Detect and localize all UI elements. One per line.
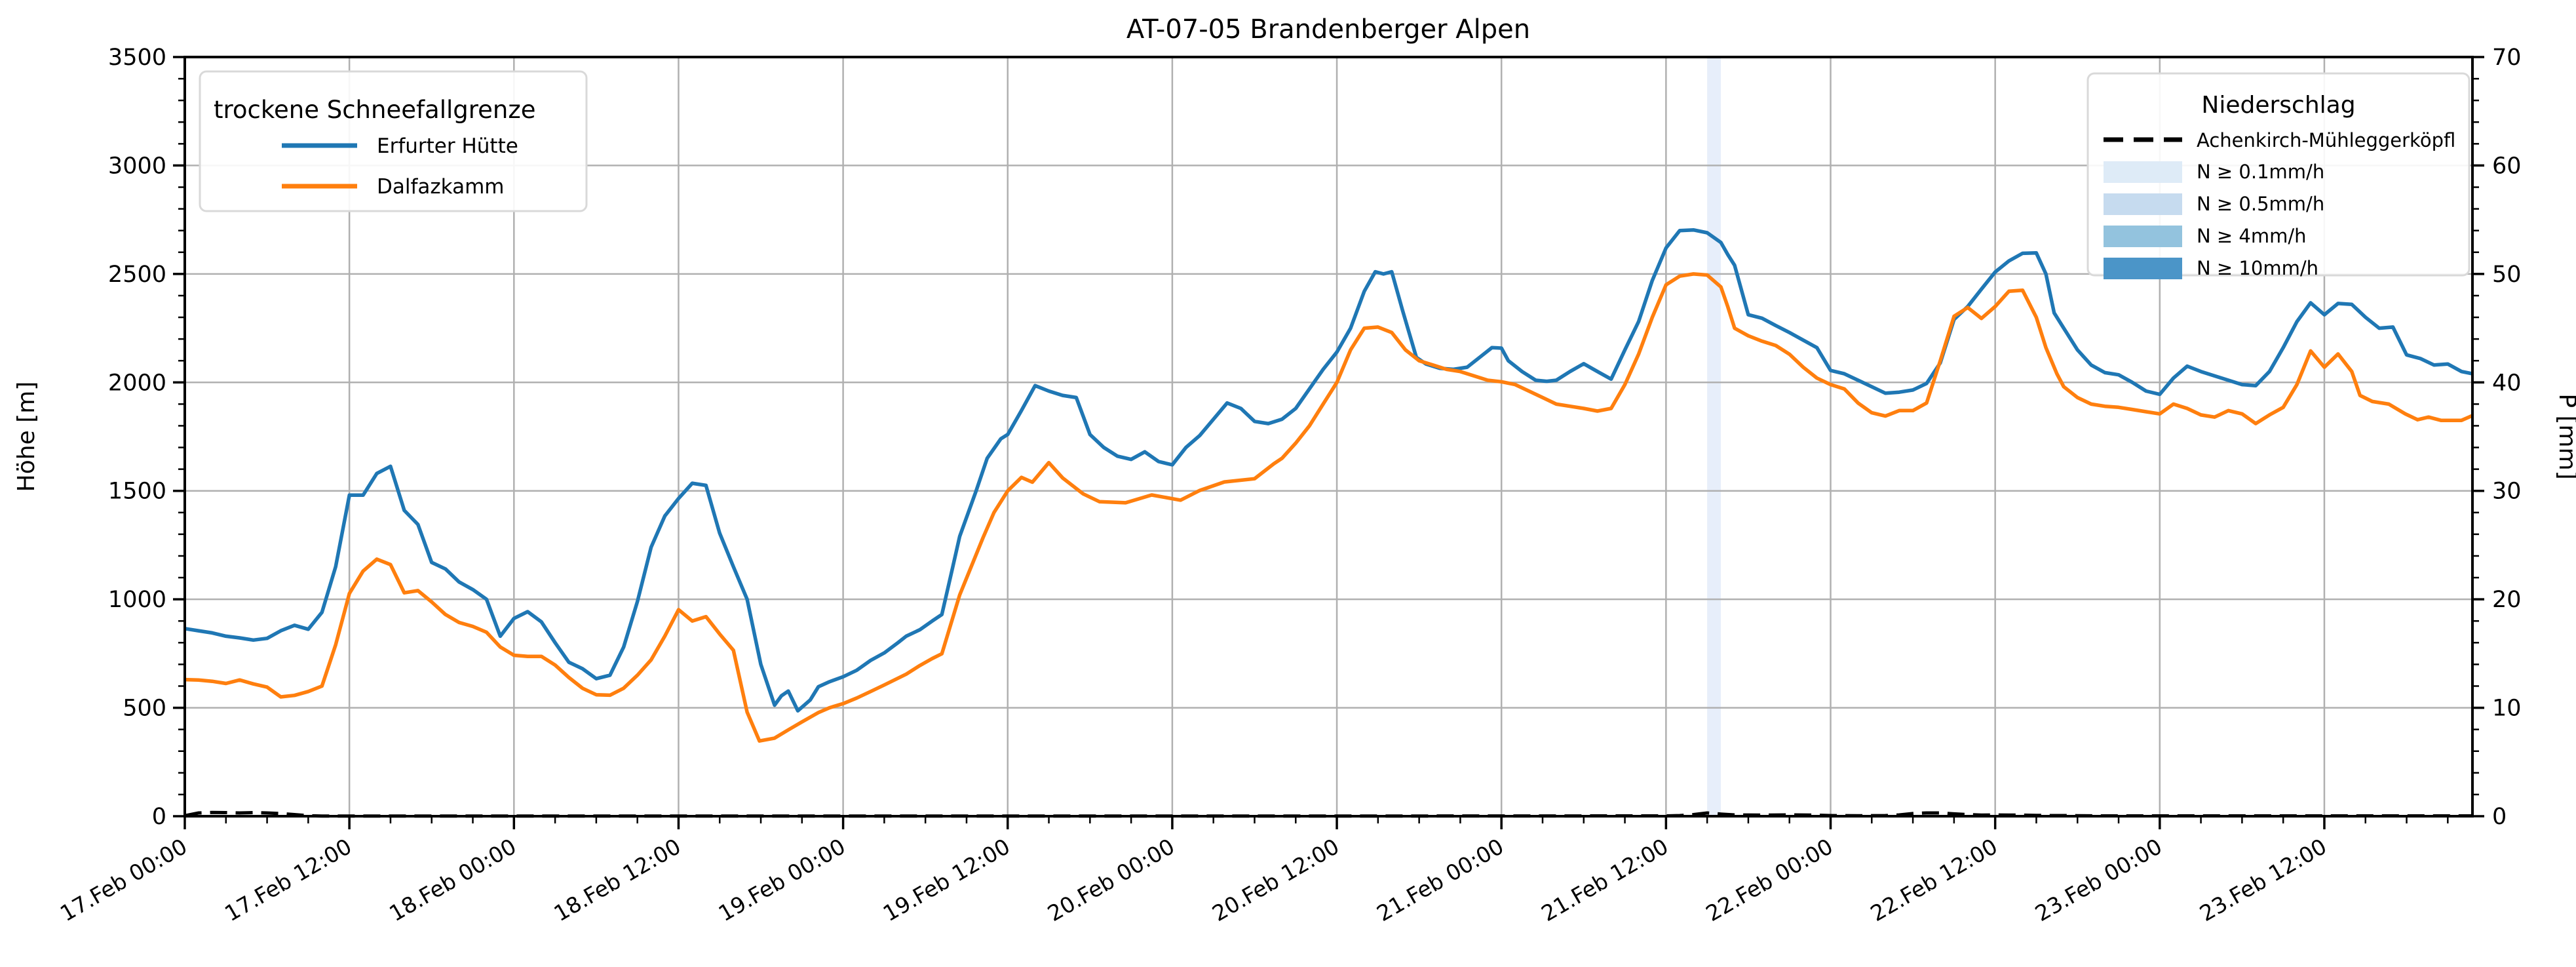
- y-left-tick-label: 500: [123, 696, 166, 722]
- legend-precip-level-label: N ≥ 10mm/h: [2197, 257, 2318, 279]
- x-tick-label: 19.Feb 00:00: [714, 833, 850, 926]
- legend-precip-level-label: N ≥ 0.1mm/h: [2197, 161, 2324, 183]
- legend-intensity-swatch: [2104, 258, 2182, 279]
- legend-precip-level-label: N ≥ 4mm/h: [2197, 225, 2307, 247]
- x-tick-label: 21.Feb 00:00: [1372, 833, 1508, 926]
- y-right-tick-label: 50: [2492, 262, 2522, 288]
- legend-precip-station-label: Achenkirch-Mühleggerköpfl: [2197, 129, 2455, 151]
- x-tick-label: 21.Feb 12:00: [1537, 833, 1672, 926]
- legend-intensity-swatch: [2104, 226, 2182, 247]
- y-right-tick-label: 20: [2492, 587, 2522, 613]
- legend-snowline-entry-label: Erfurter Hütte: [377, 134, 518, 158]
- legend-snowline: trockene Schneefallgrenze Erfurter Hütte D…: [199, 70, 588, 212]
- x-tick-label: 18.Feb 00:00: [385, 833, 520, 926]
- y-left-tick-label: 2500: [108, 262, 166, 288]
- x-tick-label: 23.Feb 00:00: [2031, 833, 2166, 926]
- chart-title: AT-07-05 Brandenberger Alpen: [1126, 14, 1530, 45]
- y-left-tick-label: 1500: [108, 479, 166, 505]
- y-right-tick-label: 10: [2492, 696, 2522, 722]
- x-tick-label: 23.Feb 12:00: [2195, 833, 2331, 926]
- x-tick-label: 18.Feb 12:00: [549, 833, 685, 926]
- y-right-tick-label: 70: [2492, 45, 2522, 71]
- x-tick-label: 22.Feb 00:00: [1702, 833, 1837, 926]
- y-left-axis-label: Höhe [m]: [13, 382, 40, 492]
- x-tick-label: 19.Feb 12:00: [879, 833, 1014, 926]
- series-dalfazkamm: [184, 272, 2474, 743]
- series-erfurter-huette: [184, 227, 2473, 713]
- legend-intensity-swatch: [2104, 161, 2182, 183]
- axes-frame: [183, 56, 2474, 818]
- y-right-tick-label: 0: [2492, 804, 2507, 830]
- legend-precip-box: [2086, 72, 2470, 277]
- legend-intensity-swatch: [2104, 193, 2182, 215]
- y-right-axis-label: P [mm]: [2554, 393, 2576, 479]
- y-right-tick-label: 40: [2492, 370, 2522, 396]
- legend-snowline-entry-label: Dalfazkamm: [377, 175, 504, 199]
- y-left-tick-label: 3000: [108, 153, 166, 179]
- legend-precip-title: Niederschlag: [2201, 92, 2355, 119]
- y-left-tick-label: 1000: [108, 587, 166, 613]
- x-tick-label: 22.Feb 12:00: [1866, 833, 2002, 926]
- x-tick-label: 17.Feb 12:00: [220, 833, 356, 926]
- y-right-tick-label: 60: [2492, 153, 2522, 179]
- y-right-tick-label: 30: [2492, 479, 2522, 505]
- y-left-tick-label: 2000: [108, 370, 166, 396]
- y-left-tick-label: 0: [152, 804, 166, 830]
- precip-band: [1707, 57, 1721, 816]
- x-tick-label: 20.Feb 12:00: [1208, 833, 1343, 926]
- legend-snowline-box: [199, 70, 588, 212]
- x-tick-label: 17.Feb 00:00: [56, 833, 191, 926]
- x-tick-label: 20.Feb 00:00: [1043, 833, 1179, 926]
- legend-snowline-title: trockene Schneefallgrenze: [214, 96, 536, 124]
- legend-precip-level-label: N ≥ 0.5mm/h: [2197, 193, 2324, 215]
- y-left-tick-label: 3500: [108, 45, 166, 71]
- legend-precip: Niederschlag Achenkirch-Mühleggerköpfl N ≥…: [2086, 72, 2470, 279]
